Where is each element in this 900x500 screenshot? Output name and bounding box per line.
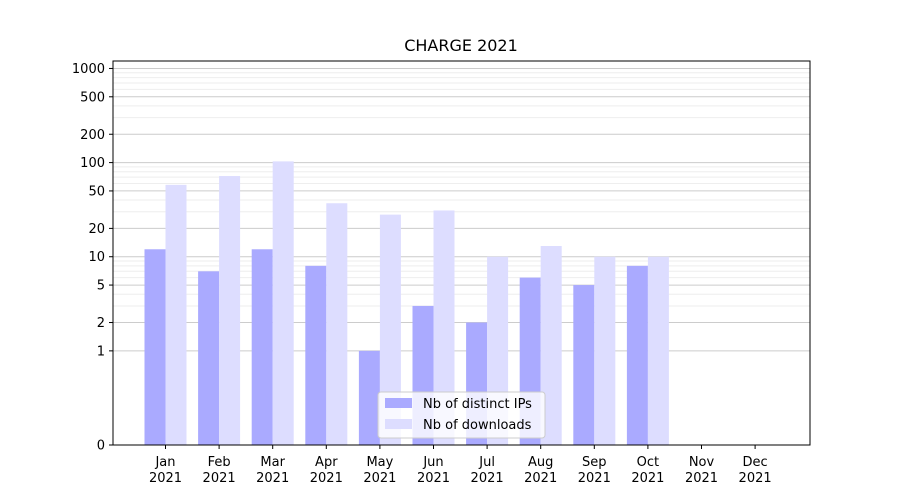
- legend-box: [377, 391, 546, 439]
- legend-label-distinct-ips: Nb of distinct IPs: [423, 397, 532, 412]
- x-tick-label-year: 2021: [149, 471, 182, 486]
- x-tick-label-month: Jun: [422, 455, 443, 470]
- x-tick-label-month: Feb: [208, 455, 231, 470]
- bar-downloads: [433, 210, 455, 445]
- y-tick-label: 2: [97, 316, 105, 331]
- x-tick-label-month: Mar: [260, 455, 285, 470]
- bar-downloads: [540, 246, 562, 445]
- y-tick-label: 1000: [72, 62, 105, 77]
- x-tick-label-year: 2021: [203, 471, 236, 486]
- x-tick-label-year: 2021: [524, 471, 557, 486]
- x-tick-label-year: 2021: [417, 471, 450, 486]
- bar-distinct-ips: [305, 265, 327, 445]
- x-tick-label-month: Dec: [743, 455, 768, 470]
- bar-downloads: [165, 184, 187, 445]
- x-tick-label-month: Jul: [478, 455, 495, 470]
- bar-downloads: [326, 203, 348, 445]
- bar-downloads: [594, 256, 616, 445]
- bar-distinct-ips: [573, 285, 595, 445]
- x-tick-label-year: 2021: [739, 471, 772, 486]
- x-tick-label-month: Apr: [315, 455, 338, 470]
- x-tick-label-month: Sep: [582, 455, 607, 470]
- bar-distinct-ips: [626, 265, 648, 445]
- x-tick-label-month: May: [366, 455, 393, 470]
- x-tick-label-year: 2021: [471, 471, 504, 486]
- chart-title: CHARGE 2021: [404, 36, 518, 55]
- x-tick-label-month: Aug: [528, 455, 553, 470]
- y-axis-ticks: 0 1 2 5 10 20 50 100 200 500 1000: [72, 62, 113, 454]
- x-axis-ticks: Jan2021Feb2021Mar2021Apr2021May2021Jun20…: [149, 445, 772, 486]
- x-tick-label-month: Jan: [154, 455, 175, 470]
- y-tick-label: 100: [80, 156, 105, 171]
- bar-downloads: [219, 176, 241, 445]
- bar-downloads: [647, 256, 669, 445]
- plot-frame: [112, 60, 811, 446]
- legend-swatch-distinct-ips: [385, 398, 412, 408]
- bar-downloads: [272, 161, 294, 445]
- y-tick-label: 1: [97, 344, 105, 359]
- bar-downloads: [379, 214, 401, 445]
- x-tick-label-year: 2021: [256, 471, 289, 486]
- y-tick-label: 500: [80, 90, 105, 105]
- y-tick-label: 200: [80, 128, 105, 143]
- bar-distinct-ips: [144, 249, 166, 445]
- y-tick-label: 10: [88, 250, 105, 265]
- y-tick-label: 0: [97, 439, 105, 454]
- bar-distinct-ips: [358, 350, 380, 445]
- bar-distinct-ips: [251, 249, 273, 445]
- x-tick-label-year: 2021: [631, 471, 664, 486]
- x-tick-label-year: 2021: [578, 471, 611, 486]
- x-tick-label-month: Oct: [637, 455, 659, 470]
- y-tick-label: 5: [97, 279, 105, 294]
- legend-label-downloads: Nb of downloads: [423, 418, 532, 433]
- legend-swatch-downloads: [385, 419, 412, 429]
- bar-distinct-ips: [198, 271, 220, 445]
- x-tick-label-year: 2021: [363, 471, 396, 486]
- y-tick-label: 50: [88, 184, 105, 199]
- x-tick-label-year: 2021: [310, 471, 343, 486]
- x-tick-label-month: Nov: [689, 455, 715, 470]
- legend: Nb of distinct IPs Nb of downloads: [377, 391, 546, 439]
- x-tick-label-year: 2021: [685, 471, 718, 486]
- y-tick-label: 20: [88, 222, 105, 237]
